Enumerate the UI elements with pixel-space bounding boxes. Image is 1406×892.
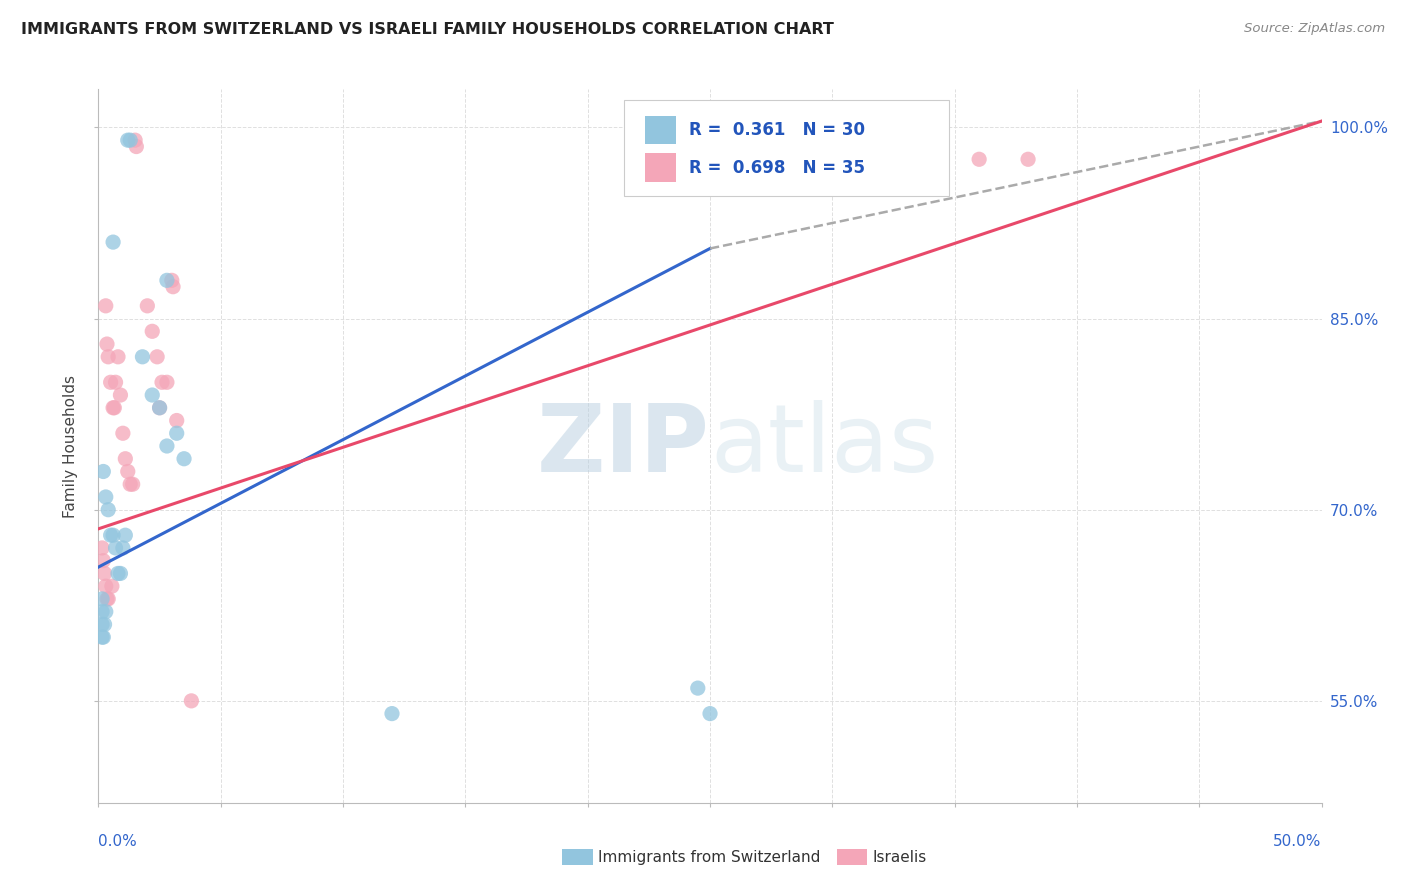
- Point: [699, 706, 721, 721]
- Point: [104, 541, 127, 555]
- Point: [97, 350, 120, 364]
- Point: [166, 413, 188, 427]
- Point: [93, 566, 115, 581]
- Point: [91, 617, 114, 632]
- Point: [96, 591, 118, 606]
- Point: [107, 350, 129, 364]
- Text: 0.0%: 0.0%: [98, 834, 138, 849]
- FancyBboxPatch shape: [624, 100, 949, 196]
- Point: [141, 324, 163, 338]
- Point: [149, 401, 172, 415]
- Text: R =  0.698   N = 35: R = 0.698 N = 35: [689, 159, 865, 177]
- Point: [104, 376, 127, 390]
- Point: [91, 605, 114, 619]
- Point: [156, 273, 179, 287]
- Point: [101, 528, 124, 542]
- Point: [141, 388, 163, 402]
- Point: [120, 133, 142, 147]
- Text: Israelis: Israelis: [873, 850, 927, 864]
- Point: [131, 350, 153, 364]
- Point: [97, 591, 120, 606]
- Point: [100, 376, 122, 390]
- Point: [160, 273, 183, 287]
- Point: [173, 451, 195, 466]
- Text: ZIP: ZIP: [537, 400, 710, 492]
- Point: [180, 694, 202, 708]
- Point: [150, 376, 173, 390]
- Point: [110, 388, 132, 402]
- Text: 50.0%: 50.0%: [1274, 834, 1322, 849]
- Point: [149, 401, 172, 415]
- Point: [117, 133, 139, 147]
- Point: [156, 376, 179, 390]
- Point: [94, 579, 117, 593]
- Text: atlas: atlas: [710, 400, 938, 492]
- Text: Source: ZipAtlas.com: Source: ZipAtlas.com: [1244, 22, 1385, 36]
- Text: IMMIGRANTS FROM SWITZERLAND VS ISRAELI FAMILY HOUSEHOLDS CORRELATION CHART: IMMIGRANTS FROM SWITZERLAND VS ISRAELI F…: [21, 22, 834, 37]
- Point: [136, 299, 159, 313]
- Point: [124, 133, 146, 147]
- Point: [91, 630, 114, 644]
- Point: [100, 528, 122, 542]
- Point: [166, 426, 188, 441]
- Point: [93, 617, 115, 632]
- Point: [686, 681, 709, 695]
- Point: [111, 426, 134, 441]
- Point: [94, 299, 117, 313]
- Point: [114, 528, 136, 542]
- Text: R =  0.361   N = 30: R = 0.361 N = 30: [689, 121, 865, 139]
- Point: [117, 465, 139, 479]
- Point: [107, 566, 129, 581]
- Point: [121, 477, 143, 491]
- Point: [96, 337, 118, 351]
- Point: [967, 153, 990, 167]
- FancyBboxPatch shape: [645, 153, 676, 182]
- Point: [101, 401, 124, 415]
- Y-axis label: Family Households: Family Households: [63, 375, 79, 517]
- Point: [91, 554, 114, 568]
- FancyBboxPatch shape: [645, 116, 676, 145]
- Point: [381, 706, 404, 721]
- Point: [146, 350, 169, 364]
- Point: [94, 605, 117, 619]
- Point: [156, 439, 179, 453]
- Text: Immigrants from Switzerland: Immigrants from Switzerland: [599, 850, 821, 864]
- Point: [111, 541, 134, 555]
- Point: [114, 451, 136, 466]
- Point: [162, 279, 184, 293]
- Point: [101, 579, 124, 593]
- Point: [91, 630, 114, 644]
- Point: [1017, 153, 1039, 167]
- Point: [91, 465, 114, 479]
- Point: [97, 502, 120, 516]
- Point: [101, 235, 124, 249]
- Point: [125, 139, 148, 153]
- Point: [94, 490, 117, 504]
- Point: [91, 591, 114, 606]
- Point: [91, 541, 114, 555]
- Point: [103, 401, 125, 415]
- Point: [120, 477, 142, 491]
- Point: [110, 566, 132, 581]
